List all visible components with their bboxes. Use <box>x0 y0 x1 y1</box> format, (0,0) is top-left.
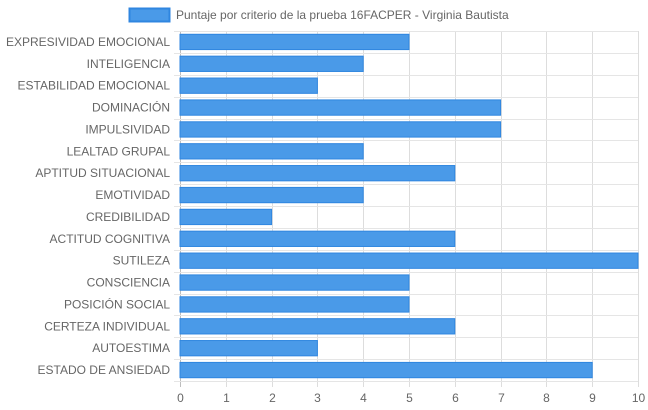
category-label: AUTOESTIMA <box>92 341 170 355</box>
x-tick-label: 6 <box>452 391 459 405</box>
category-label: ESTABILIDAD EMOCIONAL <box>18 79 171 93</box>
bar[interactable] <box>179 99 502 116</box>
bar[interactable] <box>179 296 410 313</box>
x-tick-label: 9 <box>589 391 596 405</box>
x-tick-label: 5 <box>406 391 413 405</box>
x-tick-label: 4 <box>360 391 367 405</box>
x-tick-label: 3 <box>314 391 321 405</box>
bar[interactable] <box>179 361 593 379</box>
category-label: DOMINACIÓN <box>92 100 170 115</box>
bar[interactable] <box>179 33 410 51</box>
x-tick-label: 10 <box>632 391 646 405</box>
bar[interactable] <box>179 318 456 335</box>
category-label: ACTITUD COGNITIVA <box>50 232 170 246</box>
bar[interactable] <box>179 340 318 357</box>
x-tick-label: 1 <box>223 391 230 405</box>
legend[interactable]: Puntaje por criterio de la prueba 16FACP… <box>128 7 509 23</box>
bar[interactable] <box>179 165 456 182</box>
bar[interactable] <box>179 55 364 72</box>
bar[interactable] <box>179 121 502 138</box>
category-label: EMOTIVIDAD <box>95 188 170 202</box>
category-label: CREDIBILIDAD <box>86 210 170 224</box>
bars <box>179 33 639 379</box>
bar[interactable] <box>179 252 639 269</box>
x-tick-label: 8 <box>543 391 550 405</box>
bar[interactable] <box>179 230 456 247</box>
category-label: EXPRESIVIDAD EMOCIONAL <box>6 35 170 49</box>
category-label: CERTEZA INDIVIDUAL <box>44 319 170 333</box>
category-label: APTITUD SITUACIONAL <box>35 166 170 180</box>
category-label: IMPULSIVIDAD <box>85 122 170 136</box>
x-tick-label: 7 <box>498 391 505 405</box>
legend-label[interactable]: Puntaje por criterio de la prueba 16FACP… <box>176 8 509 22</box>
category-label: LEALTAD GRUPAL <box>67 144 171 158</box>
category-label: POSICIÓN SOCIAL <box>64 296 170 311</box>
bar[interactable] <box>179 208 273 226</box>
x-tick-label: 2 <box>269 391 276 405</box>
category-label: CONSCIENCIA <box>87 276 170 290</box>
bar[interactable] <box>179 143 364 160</box>
category-label: INTELIGENCIA <box>87 57 170 71</box>
category-label: SUTILEZA <box>113 254 170 268</box>
category-labels: EXPRESIVIDAD EMOCIONAL INTELIGENCIA ESTABI… <box>6 35 170 377</box>
grid <box>174 31 639 387</box>
category-label: ESTADO DE ANSIEDAD <box>38 363 171 377</box>
bar[interactable] <box>179 274 410 291</box>
bar[interactable] <box>179 186 364 204</box>
bar[interactable] <box>179 77 318 94</box>
x-tick-label: 0 <box>177 391 184 405</box>
legend-swatch[interactable] <box>128 7 171 23</box>
x-axis-ticks: 0 1 2 3 4 5 6 7 8 9 10 <box>177 391 645 405</box>
